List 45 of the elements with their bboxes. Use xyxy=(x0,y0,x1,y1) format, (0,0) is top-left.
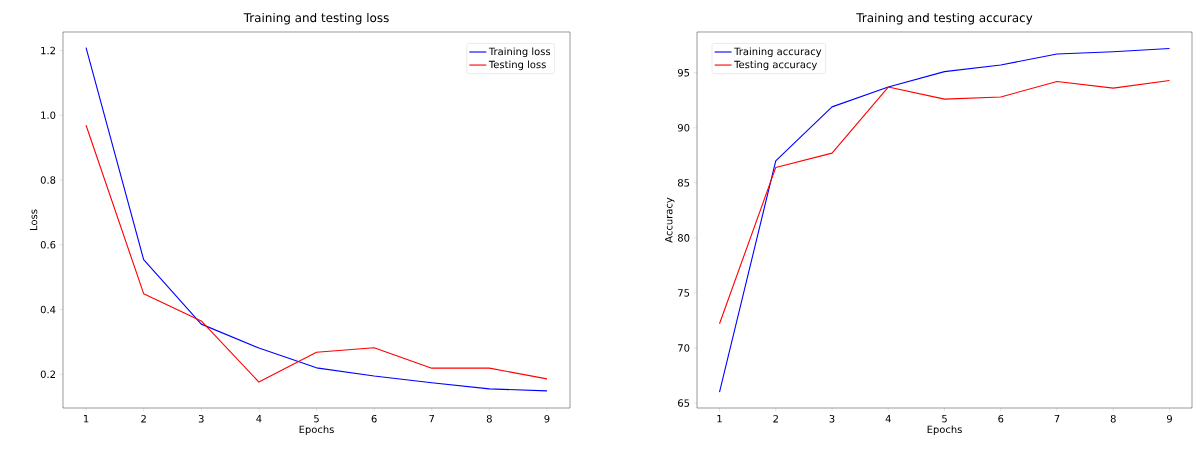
x-tick-label: 5 xyxy=(942,415,947,423)
chart-title: Training and testing loss xyxy=(243,12,389,25)
x-tick-label: 4 xyxy=(885,415,891,423)
x-tick-label: 4 xyxy=(256,415,262,423)
x-axis-title: Epochs xyxy=(299,425,334,436)
y-tick-label: 0.8 xyxy=(40,176,56,184)
x-tick-label: 1 xyxy=(717,415,722,423)
y-tick-label: 0.6 xyxy=(40,240,56,249)
x-tick-label: 1 xyxy=(83,415,89,423)
y-tick-label: 0.2 xyxy=(40,370,55,379)
legend-label: Training loss xyxy=(488,47,551,58)
x-tick-label: 8 xyxy=(486,415,492,423)
y-tick-label: 0.4 xyxy=(40,305,56,314)
y-tick-label: 80 xyxy=(677,234,690,242)
chart-title: Training and testing accuracy xyxy=(856,12,1033,25)
x-tick-label: 2 xyxy=(141,415,146,423)
y-axis-title: Accuracy xyxy=(665,197,675,243)
x-tick-label: 3 xyxy=(198,415,204,423)
line-series xyxy=(85,46,548,392)
y-tick-label: 70 xyxy=(678,344,690,352)
x-tick-label: 5 xyxy=(314,415,319,423)
line-series xyxy=(85,124,548,383)
legend-label: Testing accuracy xyxy=(734,60,818,71)
y-tick-label: 90 xyxy=(677,124,690,132)
y-tick-label: 75 xyxy=(678,289,690,297)
x-tick-label: 8 xyxy=(1110,415,1116,423)
x-axis-title: Epochs xyxy=(927,425,962,436)
y-tick-label: 1.0 xyxy=(41,111,56,119)
y-tick-label: 65 xyxy=(678,399,690,407)
x-tick-label: 9 xyxy=(1166,415,1172,423)
y-tick-label: 95 xyxy=(677,68,690,77)
x-tick-label: 6 xyxy=(998,415,1004,423)
x-tick-label: 2 xyxy=(773,415,778,423)
y-axis-title: Loss xyxy=(29,209,38,230)
x-tick-label: 6 xyxy=(371,415,377,423)
x-tick-label: 3 xyxy=(829,415,835,423)
y-tick-label: 85 xyxy=(677,179,690,187)
x-tick-label: 7 xyxy=(1054,415,1060,423)
line-series xyxy=(718,47,1171,393)
line-series xyxy=(718,79,1171,325)
x-tick-label: 7 xyxy=(429,415,435,423)
x-tick-label: 9 xyxy=(544,415,550,423)
legend-label: Testing loss xyxy=(488,60,546,71)
y-tick-label: 1.2 xyxy=(41,46,55,55)
legend-label: Training accuracy xyxy=(734,47,822,58)
